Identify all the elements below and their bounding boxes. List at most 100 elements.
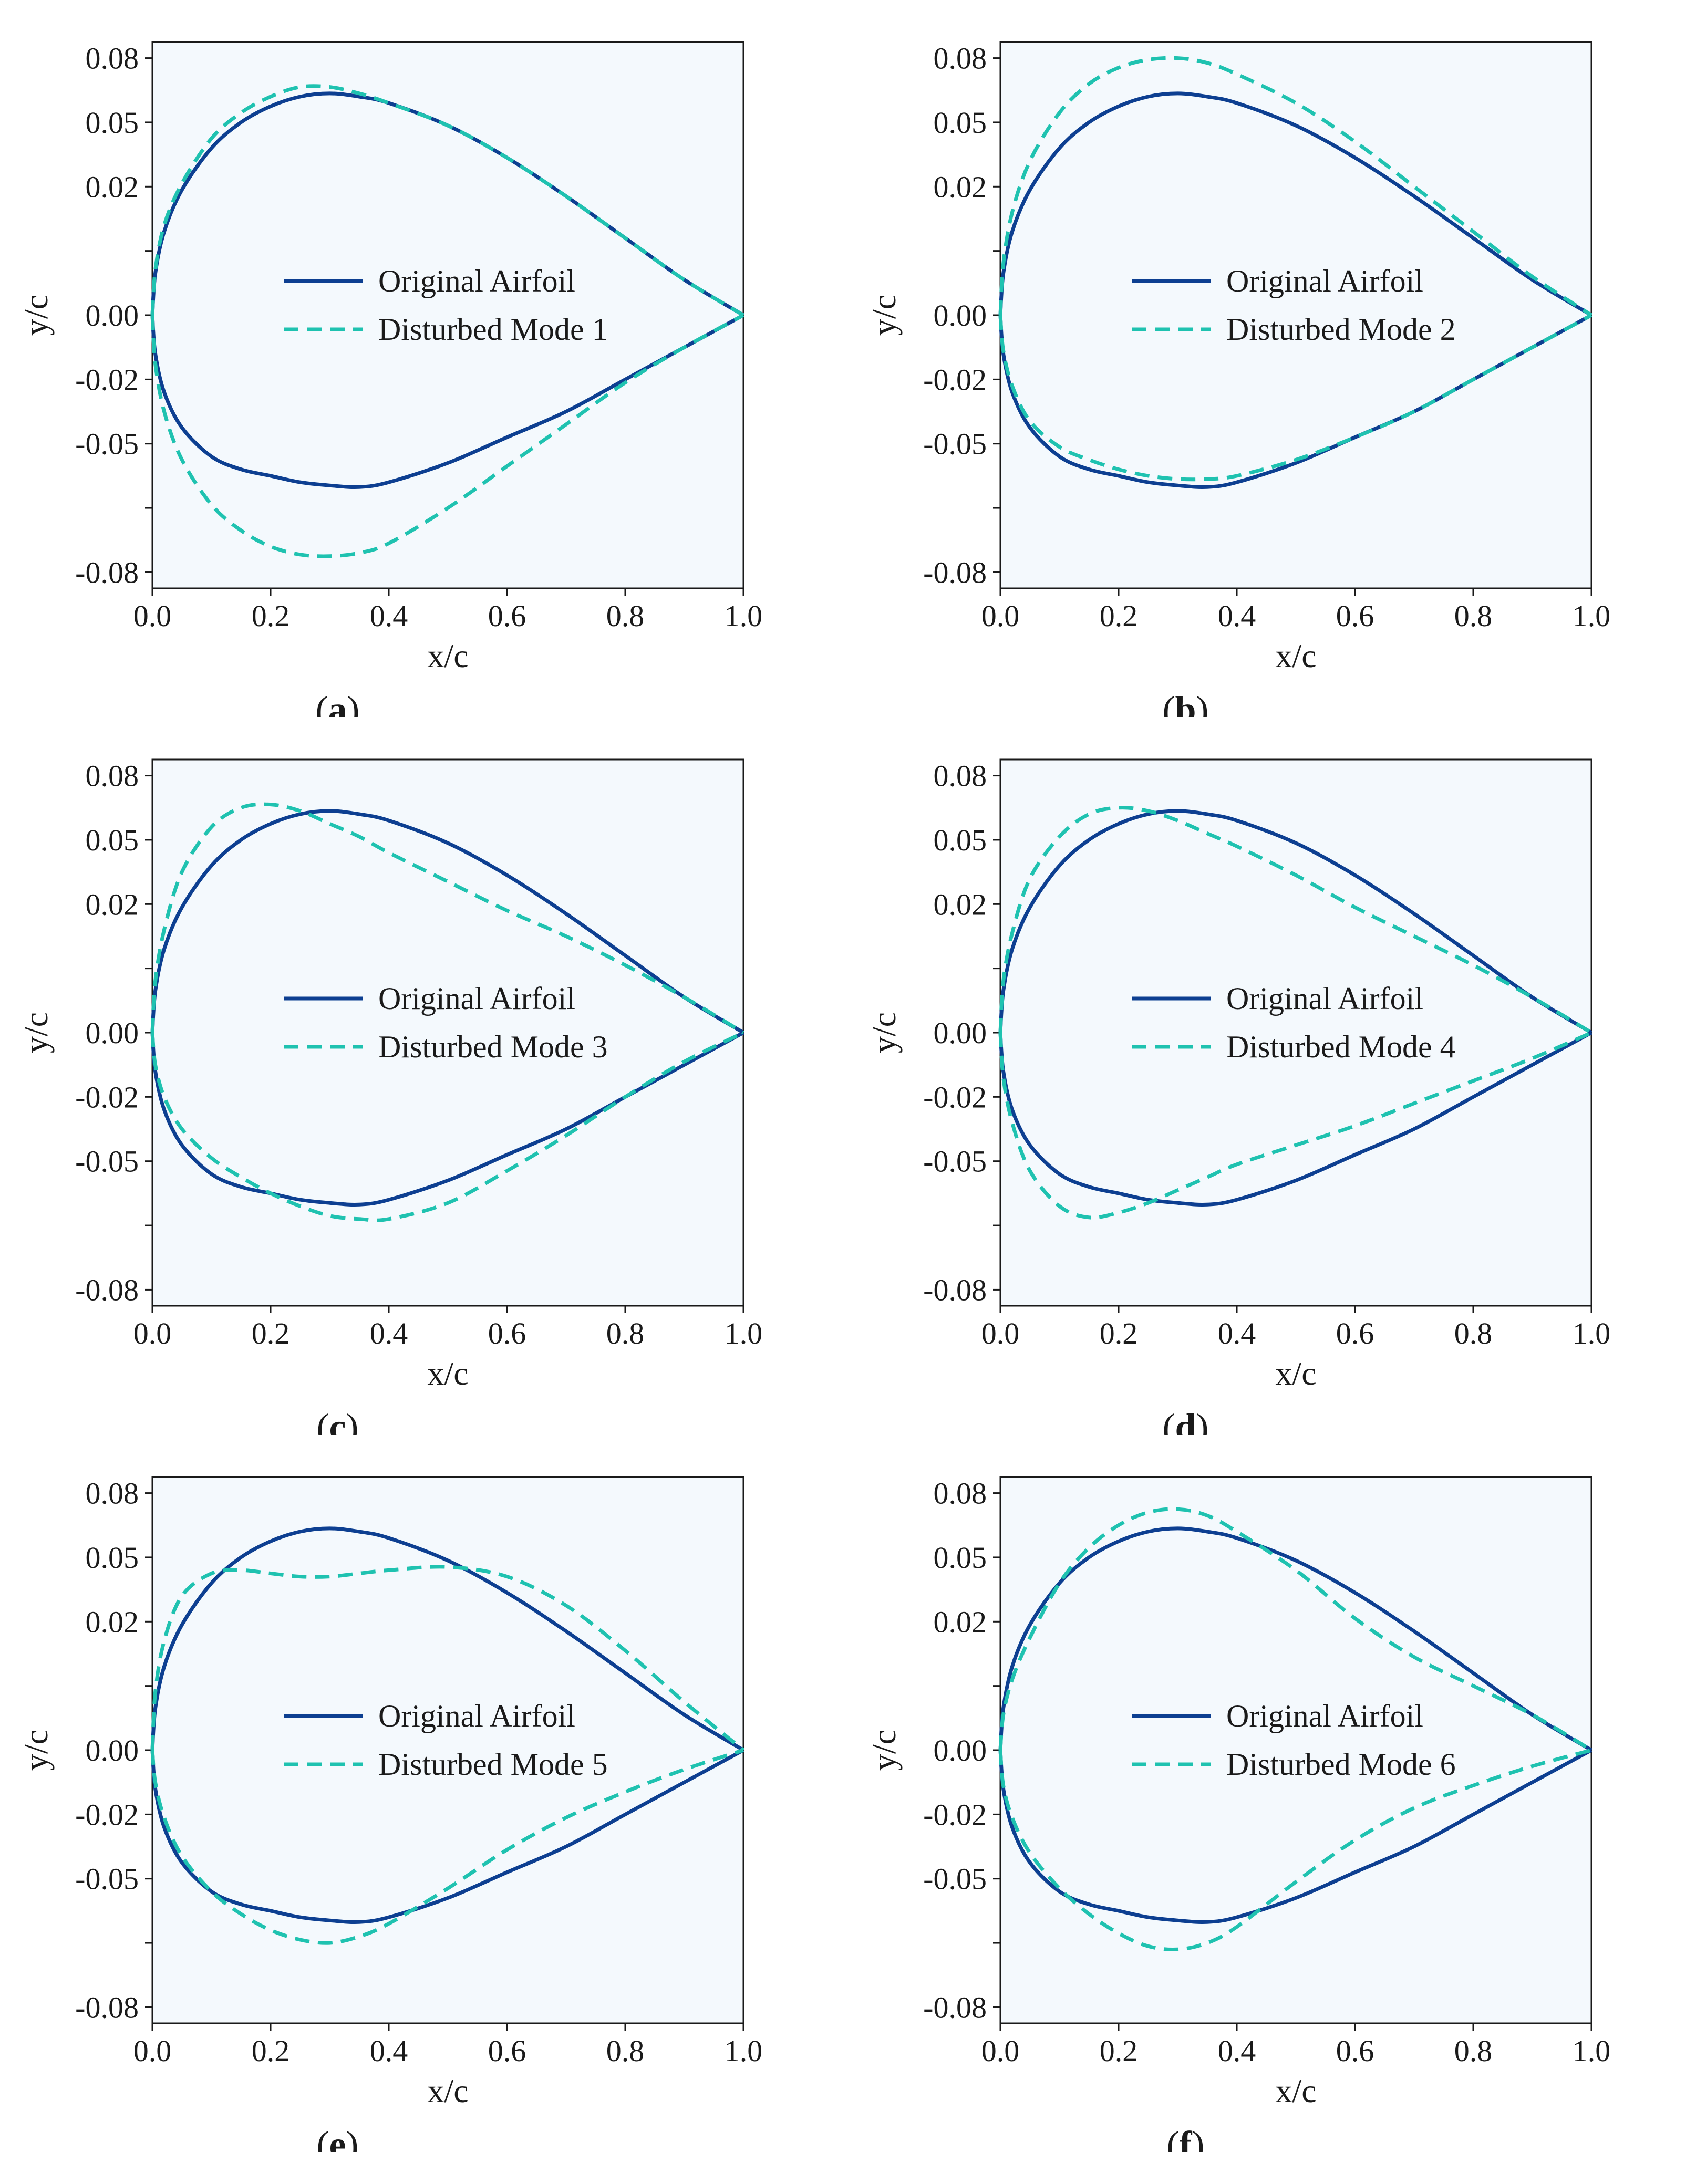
x-tick-label: 1.0 bbox=[725, 1316, 763, 1350]
x-tick-label: 0.4 bbox=[370, 599, 408, 633]
caption-close-paren: ) bbox=[1192, 2124, 1204, 2152]
disturbed-airfoil-upper-line bbox=[150, 1565, 745, 1752]
caption-open-paren: ( bbox=[1162, 689, 1175, 717]
y-axis-label: y/c bbox=[865, 295, 903, 336]
y-tick-label: 0.08 bbox=[86, 759, 139, 793]
x-tick-label: 0.4 bbox=[370, 1316, 408, 1350]
x-tick-label: 0.2 bbox=[1100, 1316, 1138, 1350]
legend-label: Original Airfoil bbox=[378, 981, 575, 1016]
legend-label: Original Airfoil bbox=[1226, 981, 1423, 1016]
chart-panel-a: 0.0 0.2 0.4 0.6 0.8 1.0 0.08 0.05 0.02 0.00 -0.02 -… bbox=[0, 0, 848, 731]
original-airfoil-upper-line bbox=[150, 91, 744, 317]
legend-label: Original Airfoil bbox=[1226, 1699, 1423, 1733]
chart-svg: 0.0 0.2 0.4 0.6 0.8 1.0 0.08 0.05 0.02 0.00 -0.02 -… bbox=[865, 1476, 1611, 2166]
x-tick-label: 0.8 bbox=[1454, 599, 1493, 633]
y-tick-label: 0.05 bbox=[934, 1541, 987, 1575]
y-tick-label: 0.00 bbox=[934, 1016, 987, 1050]
y-tick-label: 0.02 bbox=[934, 887, 987, 921]
y-tick-label: 0.02 bbox=[86, 170, 139, 204]
chart-svg: 0.0 0.2 0.4 0.6 0.8 1.0 0.08 0.05 0.02 0.00 -0.02 -… bbox=[17, 758, 763, 1448]
legend-label: Original Airfoil bbox=[1226, 264, 1423, 298]
y-tick-label: -0.02 bbox=[75, 1080, 139, 1114]
caption-open-paren: ( bbox=[1167, 2124, 1180, 2152]
plot-area bbox=[999, 41, 1592, 589]
panel-caption: (f) bbox=[1167, 2124, 1205, 2152]
legend-label: Disturbed Mode 3 bbox=[378, 1029, 608, 1064]
disturbed-airfoil-lower-line bbox=[998, 1748, 1592, 1952]
x-tick-label: 1.0 bbox=[1573, 2034, 1611, 2068]
chart-svg: 0.0 0.2 0.4 0.6 0.8 1.0 0.08 0.05 0.02 0.00 -0.02 -… bbox=[17, 41, 763, 731]
panel-label: b bbox=[1175, 689, 1196, 717]
x-tick-label: 0.2 bbox=[252, 2034, 290, 2068]
original-airfoil-upper-line bbox=[998, 91, 1592, 317]
panel-caption: (c) bbox=[317, 1406, 359, 1435]
disturbed-airfoil-lower-line bbox=[150, 1748, 744, 1945]
y-tick-label: 0.08 bbox=[86, 41, 139, 76]
disturbed-airfoil-lower-line bbox=[998, 313, 1592, 482]
disturbed-airfoil-lower-line bbox=[150, 313, 744, 558]
original-airfoil-lower-line bbox=[150, 1748, 744, 1925]
x-tick-label: 0.6 bbox=[1336, 599, 1374, 633]
chart-panel-c: 0.0 0.2 0.4 0.6 0.8 1.0 0.08 0.05 0.02 0.00 -0.02 -… bbox=[0, 717, 848, 1448]
caption-close-paren: ) bbox=[346, 1406, 358, 1435]
y-tick-label: 0.00 bbox=[86, 1016, 139, 1050]
y-tick-label: 0.02 bbox=[86, 1605, 139, 1639]
disturbed-airfoil-lower-line bbox=[150, 1031, 744, 1222]
original-airfoil-upper-line bbox=[998, 1526, 1592, 1752]
original-airfoil-lower-line bbox=[998, 1748, 1592, 1925]
y-tick-label: -0.02 bbox=[75, 362, 139, 397]
disturbed-airfoil-upper-line bbox=[998, 806, 1592, 1035]
original-airfoil-upper-line bbox=[998, 809, 1592, 1035]
x-axis-label: x/c bbox=[1275, 2072, 1316, 2109]
y-tick-label: -0.08 bbox=[75, 555, 139, 589]
caption-open-paren: ( bbox=[316, 689, 328, 717]
x-tick-label: 0.2 bbox=[1100, 2034, 1138, 2068]
x-tick-label: 0.0 bbox=[133, 599, 172, 633]
chart-svg: 0.0 0.2 0.4 0.6 0.8 1.0 0.08 0.05 0.02 0.00 -0.02 -… bbox=[865, 41, 1610, 731]
x-tick-label: 0.4 bbox=[370, 2034, 408, 2068]
plot-area bbox=[999, 758, 1592, 1307]
y-tick-label: 0.02 bbox=[934, 170, 987, 204]
x-tick-label: 0.2 bbox=[252, 599, 290, 633]
panel-label: d bbox=[1175, 1406, 1196, 1435]
panel-caption: (e) bbox=[317, 2124, 359, 2152]
panel-caption: (a) bbox=[316, 689, 360, 717]
x-axis-label: x/c bbox=[427, 1355, 468, 1392]
y-tick-label: -0.08 bbox=[923, 1273, 987, 1307]
chart-panel-b: 0.0 0.2 0.4 0.6 0.8 1.0 0.08 0.05 0.02 0.00 -0.02 -… bbox=[848, 0, 1696, 731]
legend-label: Disturbed Mode 5 bbox=[378, 1747, 608, 1782]
x-tick-label: 0.8 bbox=[606, 599, 645, 633]
legend-label: Disturbed Mode 1 bbox=[378, 312, 608, 347]
x-tick-label: 0.2 bbox=[1100, 599, 1138, 633]
x-tick-label: 0.2 bbox=[252, 1316, 290, 1350]
chart-panel-f: 0.0 0.2 0.4 0.6 0.8 1.0 0.08 0.05 0.02 0.00 -0.02 -… bbox=[848, 1435, 1696, 2166]
x-tick-label: 1.0 bbox=[1573, 1316, 1611, 1350]
caption-close-paren: ) bbox=[347, 689, 360, 717]
original-airfoil-lower-line bbox=[998, 1031, 1592, 1207]
legend-label: Disturbed Mode 2 bbox=[1226, 312, 1456, 347]
y-axis-label: y/c bbox=[865, 1012, 903, 1053]
y-tick-label: 0.05 bbox=[86, 106, 139, 140]
y-tick-label: 0.08 bbox=[934, 759, 987, 793]
panel-caption: (b) bbox=[1162, 689, 1208, 717]
x-tick-label: 0.6 bbox=[1336, 2034, 1374, 2068]
caption-close-paren: ) bbox=[1196, 1406, 1209, 1435]
x-tick-label: 0.8 bbox=[1454, 2034, 1493, 2068]
y-tick-label: -0.05 bbox=[75, 1862, 139, 1896]
y-tick-label: -0.05 bbox=[75, 1145, 139, 1179]
chart-svg: 0.0 0.2 0.4 0.6 0.8 1.0 0.08 0.05 0.02 0.00 -0.02 -… bbox=[865, 758, 1611, 1448]
legend-label: Original Airfoil bbox=[378, 1699, 575, 1733]
x-tick-label: 0.4 bbox=[1218, 1316, 1256, 1350]
y-tick-label: -0.05 bbox=[923, 1145, 987, 1179]
x-tick-label: 0.0 bbox=[981, 599, 1020, 633]
original-airfoil-upper-line bbox=[150, 809, 744, 1035]
y-tick-label: 0.02 bbox=[934, 1605, 987, 1639]
x-tick-label: 0.0 bbox=[133, 1316, 172, 1350]
caption-close-paren: ) bbox=[346, 2124, 358, 2152]
x-tick-label: 1.0 bbox=[725, 2034, 763, 2068]
panel-label: c bbox=[329, 1406, 346, 1435]
x-tick-label: 0.8 bbox=[606, 2034, 645, 2068]
y-tick-label: -0.08 bbox=[75, 1990, 139, 2024]
y-axis-label: y/c bbox=[865, 1730, 903, 1771]
x-tick-label: 1.0 bbox=[725, 599, 763, 633]
